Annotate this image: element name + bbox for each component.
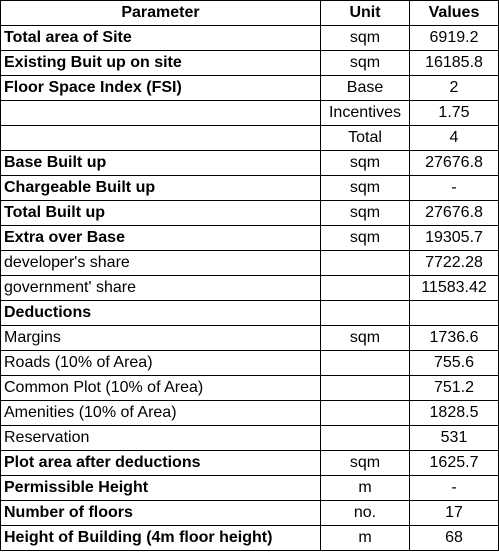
unit-cell: Base — [320, 75, 410, 101]
parameter-cell: Existing Buit up on site — [0, 50, 321, 76]
table-row: Deductions — [0, 300, 499, 326]
parameter-cell: Floor Space Index (FSI) — [0, 75, 321, 101]
unit-cell: sqm — [320, 325, 410, 351]
table-row: Roads (10% of Area) 755.6 — [0, 350, 499, 376]
table-body: Total area of Site sqm 6919.2 Existing Buit… — [0, 25, 499, 551]
parameter-cell: Common Plot (10% of Area) — [0, 375, 321, 401]
value-cell: 4 — [409, 125, 499, 151]
unit-cell: Incentives — [320, 100, 410, 126]
table-row: Permissible Height m - — [0, 475, 499, 501]
table-row: Chargeable Built up sqm - — [0, 175, 499, 201]
value-cell: 17 — [409, 500, 499, 526]
value-cell: 16185.8 — [409, 50, 499, 76]
parameter-cell: Base Built up — [0, 150, 321, 176]
table-row: Plot area after deductions sqm 1625.7 — [0, 450, 499, 476]
parameter-cell: Number of floors — [0, 500, 321, 526]
unit-cell — [320, 275, 410, 301]
table-row: Number of floors no. 17 — [0, 500, 499, 526]
unit-cell: no. — [320, 500, 410, 526]
parameter-cell: developer's share — [0, 250, 321, 276]
table-row: Total area of Site sqm 6919.2 — [0, 25, 499, 51]
unit-cell — [320, 425, 410, 451]
table-row: Total Built up sqm 27676.8 — [0, 200, 499, 226]
unit-cell: sqm — [320, 25, 410, 51]
value-cell: 27676.8 — [409, 200, 499, 226]
header-parameter: Parameter — [0, 0, 321, 26]
parameter-cell: government' share — [0, 275, 321, 301]
parameter-cell — [0, 100, 321, 126]
value-cell: 68 — [409, 525, 499, 551]
value-cell: 1736.6 — [409, 325, 499, 351]
parameter-cell: Plot area after deductions — [0, 450, 321, 476]
table-row: Height of Building (4m floor height) m 68 — [0, 525, 499, 551]
unit-cell: sqm — [320, 450, 410, 476]
table-row: Margins sqm 1736.6 — [0, 325, 499, 351]
unit-cell: sqm — [320, 225, 410, 251]
value-cell: 7722.28 — [409, 250, 499, 276]
parameter-cell: Chargeable Built up — [0, 175, 321, 201]
parameter-cell — [0, 125, 321, 151]
value-cell: 11583.42 — [409, 275, 499, 301]
parameter-cell: Permissible Height — [0, 475, 321, 501]
unit-cell — [320, 350, 410, 376]
value-cell: 1.75 — [409, 100, 499, 126]
value-cell: 531 — [409, 425, 499, 451]
value-cell: 751.2 — [409, 375, 499, 401]
parameter-cell: Deductions — [0, 300, 321, 326]
unit-cell: m — [320, 525, 410, 551]
value-cell: - — [409, 475, 499, 501]
value-cell: 19305.7 — [409, 225, 499, 251]
value-cell — [409, 300, 499, 326]
table-row: Amenities (10% of Area) 1828.5 — [0, 400, 499, 426]
parameter-cell: Amenities (10% of Area) — [0, 400, 321, 426]
value-cell: 1828.5 — [409, 400, 499, 426]
table-row: Floor Space Index (FSI) Base 2 — [0, 75, 499, 101]
value-cell: 755.6 — [409, 350, 499, 376]
unit-cell — [320, 375, 410, 401]
header-unit: Unit — [320, 0, 410, 26]
parameter-cell: Margins — [0, 325, 321, 351]
parameter-cell: Total Built up — [0, 200, 321, 226]
value-cell: - — [409, 175, 499, 201]
table-row: Existing Buit up on site sqm 16185.8 — [0, 50, 499, 76]
unit-cell — [320, 250, 410, 276]
table-row: Reservation 531 — [0, 425, 499, 451]
header-values: Values — [409, 0, 499, 26]
parameter-cell: Total area of Site — [0, 25, 321, 51]
unit-cell: sqm — [320, 150, 410, 176]
unit-cell: Total — [320, 125, 410, 151]
header-row: Parameter Unit Values — [0, 0, 499, 26]
unit-cell: m — [320, 475, 410, 501]
unit-cell: sqm — [320, 50, 410, 76]
table-row: developer's share 7722.28 — [0, 250, 499, 276]
table-row: Extra over Base sqm 19305.7 — [0, 225, 499, 251]
table-row: Total 4 — [0, 125, 499, 151]
unit-cell: sqm — [320, 175, 410, 201]
parameter-cell: Reservation — [0, 425, 321, 451]
table-row: Base Built up sqm 27676.8 — [0, 150, 499, 176]
unit-cell — [320, 300, 410, 326]
parameter-cell: Height of Building (4m floor height) — [0, 525, 321, 551]
table-row: Common Plot (10% of Area) 751.2 — [0, 375, 499, 401]
unit-cell: sqm — [320, 200, 410, 226]
table-row: Incentives 1.75 — [0, 100, 499, 126]
table-row: government' share 11583.42 — [0, 275, 499, 301]
unit-cell — [320, 400, 410, 426]
value-cell: 6919.2 — [409, 25, 499, 51]
value-cell: 27676.8 — [409, 150, 499, 176]
value-cell: 2 — [409, 75, 499, 101]
parameter-cell: Roads (10% of Area) — [0, 350, 321, 376]
value-cell: 1625.7 — [409, 450, 499, 476]
parameter-cell: Extra over Base — [0, 225, 321, 251]
